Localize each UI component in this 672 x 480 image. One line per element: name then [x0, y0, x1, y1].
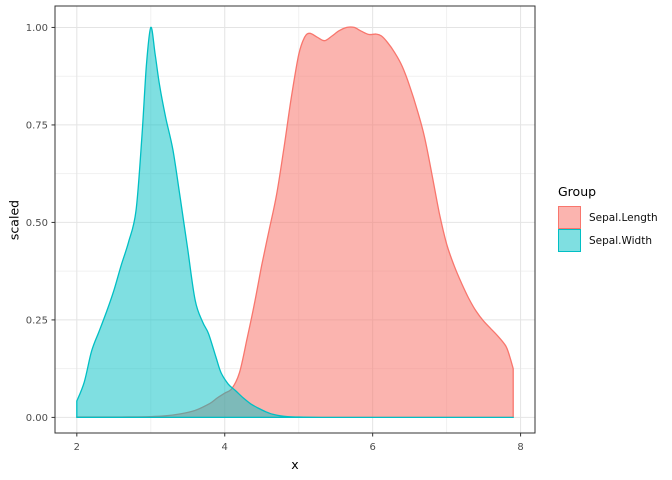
x-tick-label: 8 [517, 442, 523, 453]
legend-key-sepal-length [558, 206, 581, 229]
legend-label-sepal-length: Sepal.Length [589, 211, 658, 224]
legend-label-sepal-width: Sepal.Width [589, 234, 652, 247]
y-tick-label: 0.00 [26, 413, 48, 424]
panel-border [54, 5, 536, 434]
legend: Group Sepal.Length Sepal.Width [558, 184, 658, 252]
x-tick-label: 6 [369, 442, 375, 453]
y-tick-label: 1.00 [26, 23, 48, 34]
y-axis-title: scaled [6, 199, 22, 241]
legend-item-sepal-width: Sepal.Width [558, 229, 658, 252]
y-tick-label: 0.25 [26, 315, 48, 326]
x-tick-label: 2 [74, 442, 80, 453]
legend-title: Group [558, 184, 597, 199]
x-axis-title: x [291, 457, 299, 472]
legend-key-sepal-width [558, 229, 581, 252]
legend-item-sepal-length: Sepal.Length [558, 206, 658, 229]
y-tick-label: 0.75 [26, 120, 48, 131]
y-tick-label: 0.50 [26, 218, 48, 229]
density-area-sepal-width [76, 26, 514, 419]
x-tick-label: 4 [222, 442, 228, 453]
